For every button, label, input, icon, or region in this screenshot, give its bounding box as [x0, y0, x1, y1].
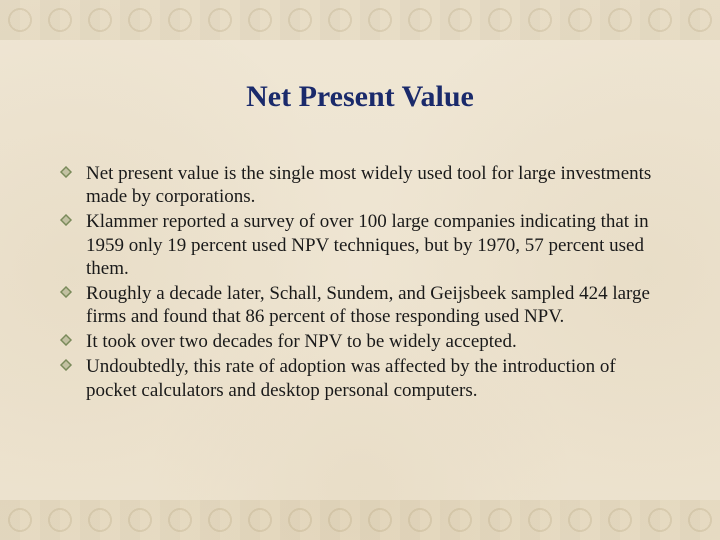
diamond-bullet-icon: [60, 359, 72, 371]
slide-content: Net Present Value Net present value is t…: [0, 0, 720, 540]
bullet-text: Roughly a decade later, Schall, Sundem, …: [86, 283, 650, 327]
list-item: Roughly a decade later, Schall, Sundem, …: [56, 282, 664, 328]
slide-title: Net Present Value: [56, 80, 664, 114]
bullet-text: Klammer reported a survey of over 100 la…: [86, 211, 649, 278]
diamond-bullet-icon: [60, 214, 72, 226]
list-item: Undoubtedly, this rate of adoption was a…: [56, 355, 664, 401]
bullet-text: It took over two decades for NPV to be w…: [86, 331, 517, 352]
bullet-list: Net present value is the single most wid…: [56, 162, 664, 402]
diamond-bullet-icon: [60, 286, 72, 298]
list-item: Net present value is the single most wid…: [56, 162, 664, 208]
list-item: It took over two decades for NPV to be w…: [56, 330, 664, 353]
list-item: Klammer reported a survey of over 100 la…: [56, 210, 664, 280]
bullet-text: Undoubtedly, this rate of adoption was a…: [86, 356, 616, 400]
diamond-bullet-icon: [60, 334, 72, 346]
bullet-text: Net present value is the single most wid…: [86, 163, 651, 207]
diamond-bullet-icon: [60, 166, 72, 178]
